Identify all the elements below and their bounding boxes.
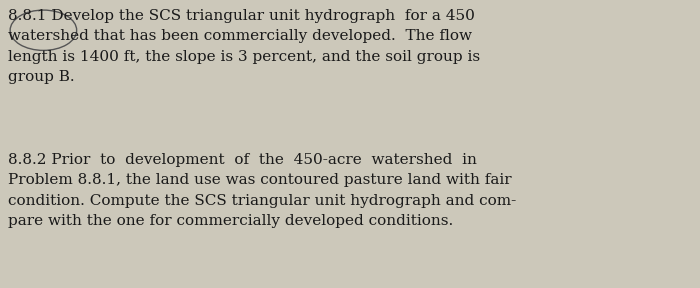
Text: 8.8.1 Develop the SCS triangular unit hydrograph  for a 450
watershed that has b: 8.8.1 Develop the SCS triangular unit hy… xyxy=(8,9,480,84)
Text: 8.8.2 Prior  to  development  of  the  450-acre  watershed  in
Problem 8.8.1, th: 8.8.2 Prior to development of the 450-ac… xyxy=(8,153,517,228)
